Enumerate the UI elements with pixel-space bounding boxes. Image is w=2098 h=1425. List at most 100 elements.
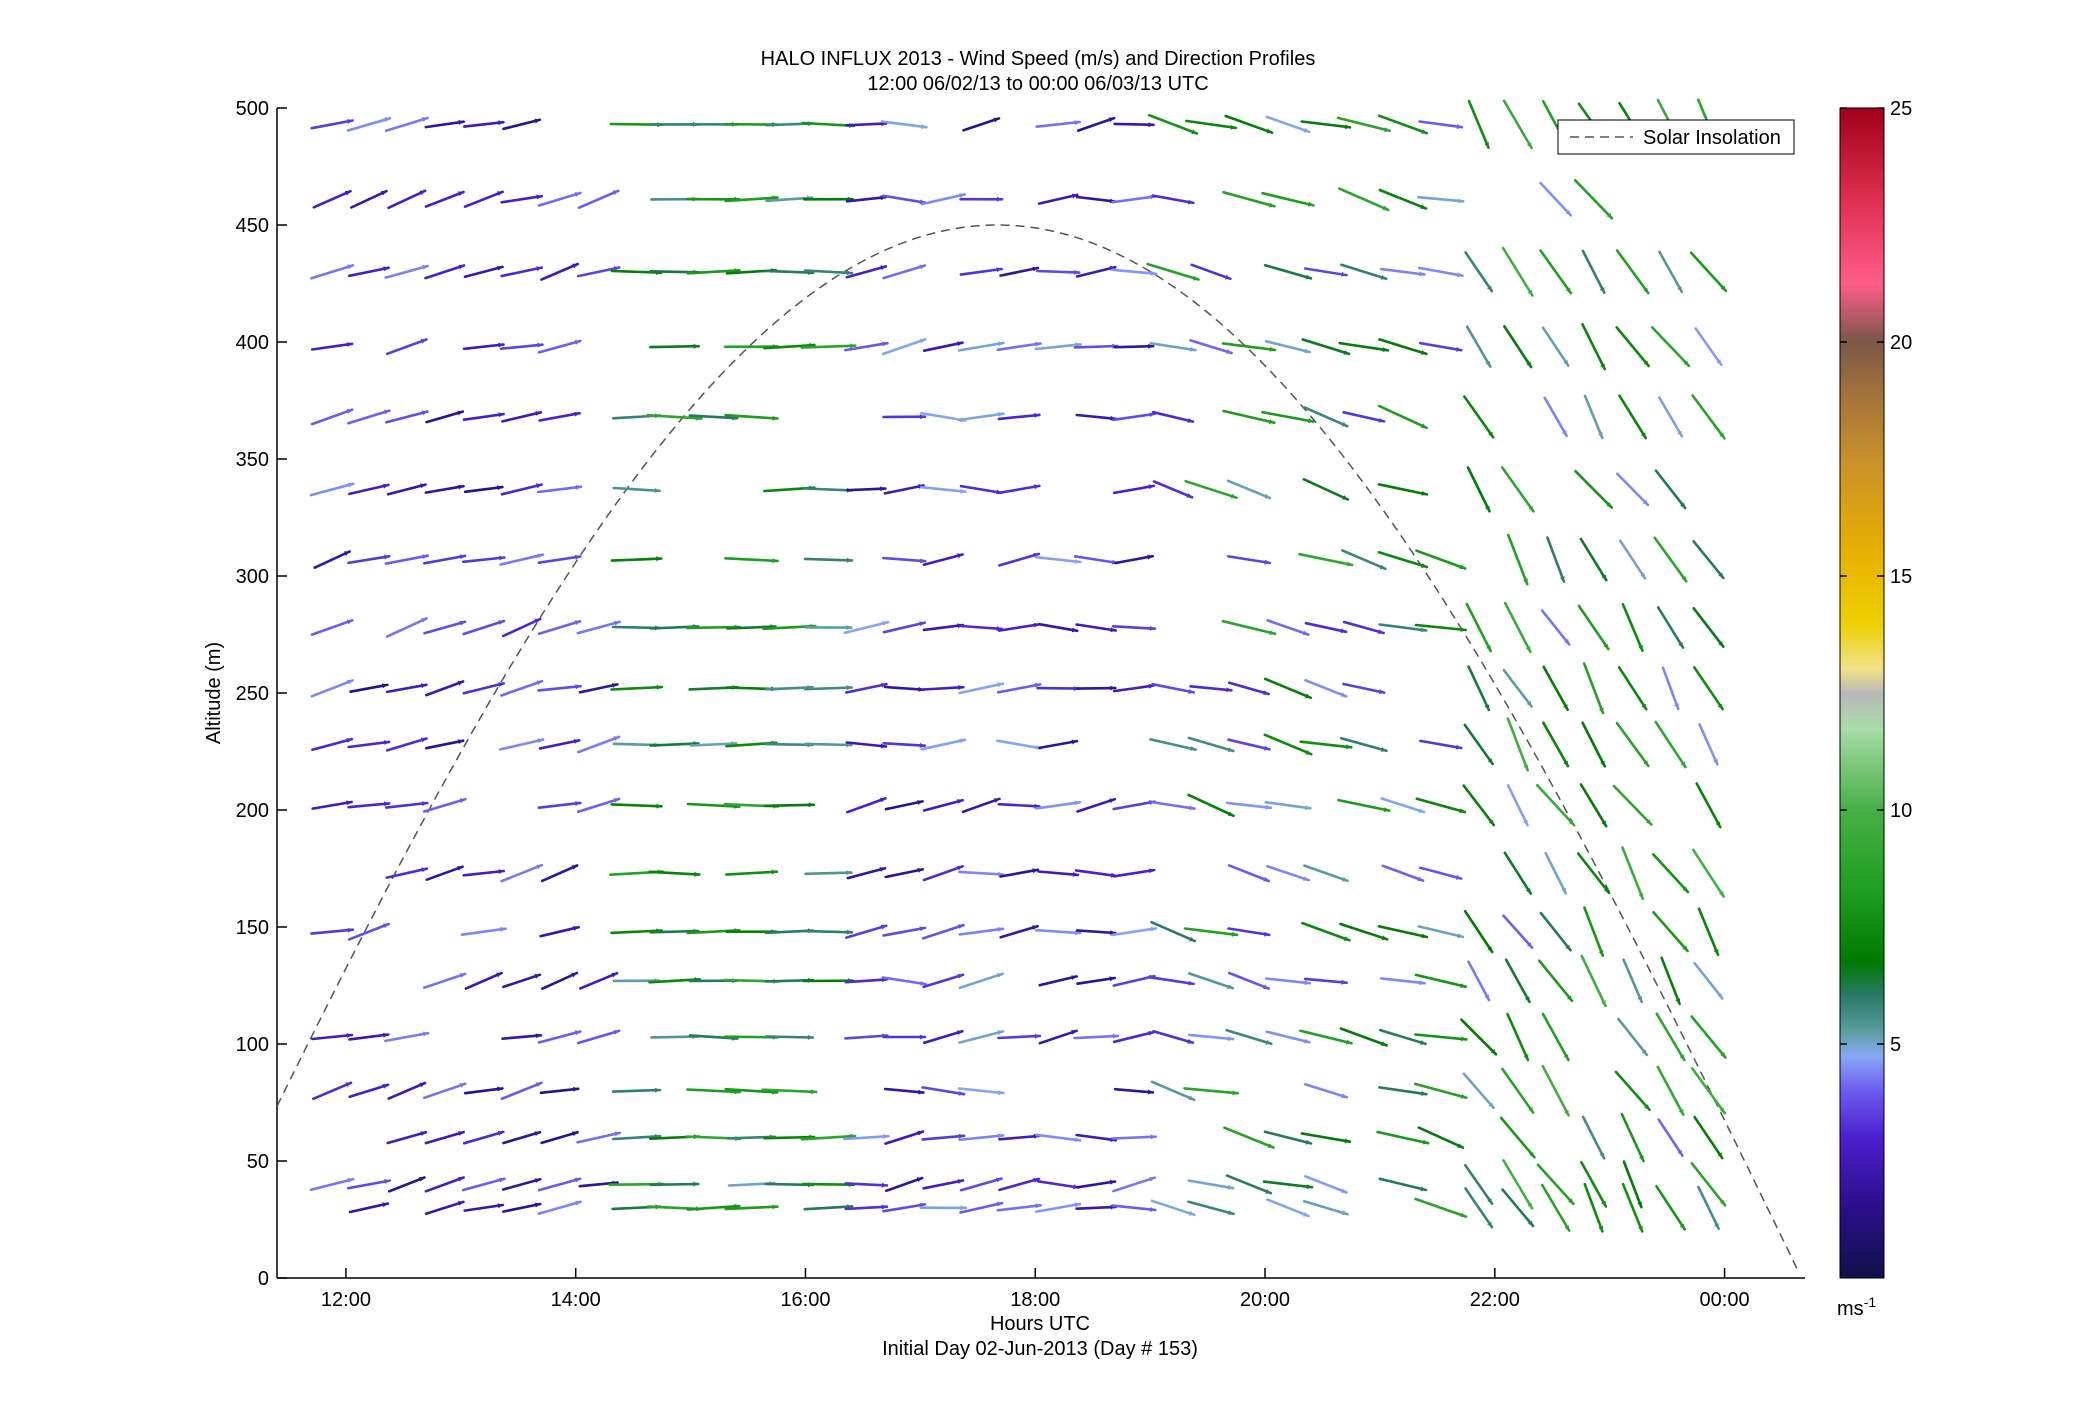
wind-arrow-shaft bbox=[1336, 116, 1391, 133]
wind-arrow-head bbox=[997, 871, 1004, 877]
wind-arrow-head bbox=[1263, 690, 1269, 695]
wind-arrow-head bbox=[1264, 493, 1270, 499]
wind-arrow-head bbox=[1341, 979, 1347, 985]
wind-arrow-shaft bbox=[1689, 251, 1728, 293]
wind-arrow bbox=[1583, 1182, 1604, 1233]
wind-arrow-head bbox=[956, 1030, 963, 1035]
wind-arrow bbox=[463, 190, 504, 208]
wind-arrow-head bbox=[882, 620, 888, 626]
wind-arrow bbox=[844, 1204, 889, 1211]
wind-arrow bbox=[844, 1182, 889, 1188]
wind-arrow bbox=[1614, 1070, 1651, 1111]
wind-arrow bbox=[1462, 784, 1496, 827]
wind-arrow-head bbox=[1033, 1177, 1039, 1183]
wind-arrow-head bbox=[1226, 687, 1232, 693]
wind-arrow-shaft bbox=[1583, 394, 1604, 440]
wind-arrow-head bbox=[1643, 360, 1649, 366]
wind-arrow-shaft bbox=[922, 553, 964, 567]
wind-arrow-shaft bbox=[424, 680, 465, 697]
wind-arrow-head bbox=[881, 1204, 887, 1210]
wind-arrow-shaft bbox=[461, 556, 506, 564]
wind-arrow bbox=[1225, 801, 1273, 810]
wind-arrow bbox=[884, 1176, 924, 1193]
wind-arrow bbox=[1463, 395, 1495, 439]
wind-arrow-head bbox=[1527, 1220, 1534, 1226]
wind-arrow bbox=[384, 116, 429, 133]
wind-arrow bbox=[1380, 797, 1426, 814]
wind-arrow bbox=[610, 556, 663, 562]
wind-arrow-head bbox=[1378, 417, 1384, 423]
wind-arrow-shaft bbox=[883, 1087, 925, 1094]
wind-arrow-head bbox=[1421, 129, 1427, 134]
wind-arrow-shaft bbox=[1303, 977, 1348, 985]
wind-arrow-shaft bbox=[1463, 395, 1495, 439]
wind-arrow-shaft bbox=[882, 741, 927, 748]
wind-arrow-shaft bbox=[1414, 623, 1467, 632]
wind-arrow-shaft bbox=[423, 620, 467, 635]
wind-arrow bbox=[540, 1131, 579, 1145]
wind-arrow-head bbox=[1112, 1033, 1118, 1039]
wind-arrow bbox=[1338, 187, 1390, 212]
wind-arrow-shaft bbox=[1149, 738, 1197, 751]
wind-arrow bbox=[611, 1087, 662, 1093]
wind-arrow-head bbox=[957, 924, 964, 929]
wind-arrow bbox=[1656, 1065, 1685, 1116]
wind-arrow-shaft bbox=[1263, 733, 1313, 756]
wind-arrow-shaft bbox=[1615, 721, 1650, 768]
wind-arrow-shaft bbox=[1502, 1159, 1534, 1210]
wind-arrow bbox=[1506, 1012, 1530, 1062]
wind-arrow-head bbox=[1074, 1202, 1080, 1208]
wind-arrow bbox=[1542, 665, 1569, 712]
wind-arrow bbox=[384, 264, 430, 279]
wind-arrow-shaft bbox=[1417, 925, 1465, 939]
wind-arrow-head bbox=[536, 266, 542, 272]
wind-arrow bbox=[1340, 263, 1388, 281]
wind-arrow bbox=[1112, 1176, 1156, 1193]
wind-arrow bbox=[311, 737, 354, 752]
wind-arrow-shaft bbox=[1075, 265, 1117, 278]
wind-arrow-head bbox=[347, 264, 353, 270]
wind-arrow-shaft bbox=[1149, 341, 1197, 352]
y-tick-label: 300 bbox=[236, 566, 269, 588]
wind-arrow bbox=[1652, 910, 1689, 953]
wind-arrow-head bbox=[957, 341, 963, 347]
wind-arrow bbox=[843, 620, 890, 635]
wind-arrow-head bbox=[1563, 360, 1569, 366]
wind-arrow bbox=[1655, 1012, 1686, 1062]
wind-arrow-head bbox=[1111, 559, 1118, 565]
wind-arrow-head bbox=[1715, 821, 1721, 828]
wind-arrow bbox=[502, 118, 542, 131]
wind-arrow-head bbox=[613, 736, 620, 741]
wind-arrow-shaft bbox=[1657, 1118, 1684, 1157]
wind-arrow-head bbox=[1417, 876, 1423, 882]
wind-arrow-head bbox=[1227, 811, 1234, 816]
wind-arrow bbox=[1616, 472, 1650, 507]
wind-arrow-shaft bbox=[1693, 666, 1724, 711]
wind-arrow-head bbox=[1677, 430, 1682, 437]
wind-arrow-shaft bbox=[538, 739, 581, 750]
wind-arrow-shaft bbox=[1221, 619, 1277, 636]
wind-arrow-head bbox=[457, 866, 463, 871]
wind-arrow-head bbox=[419, 190, 426, 196]
wind-arrow bbox=[500, 483, 543, 496]
wind-arrow-head bbox=[1565, 209, 1571, 216]
wind-arrow-shaft bbox=[462, 120, 505, 128]
wind-arrow-shaft bbox=[763, 803, 816, 808]
wind-arrow bbox=[1417, 195, 1465, 204]
wind-arrow-head bbox=[1419, 271, 1425, 277]
wind-arrow-shaft bbox=[688, 1034, 739, 1040]
wind-arrow-head bbox=[1457, 272, 1463, 278]
wind-arrow bbox=[1035, 928, 1082, 936]
wind-arrow-head bbox=[1601, 1000, 1606, 1006]
wind-arrow-shaft bbox=[1464, 1187, 1494, 1229]
wind-arrow-head bbox=[458, 1176, 464, 1182]
wind-arrow bbox=[1689, 251, 1728, 293]
wind-arrow-shaft bbox=[724, 870, 779, 876]
wind-arrow-shaft bbox=[1339, 1027, 1388, 1047]
wind-arrow bbox=[422, 554, 467, 565]
wind-arrow-shaft bbox=[997, 623, 1041, 632]
wind-arrow bbox=[922, 341, 964, 353]
wind-arrow-shaft bbox=[1185, 119, 1238, 130]
wind-arrow-head bbox=[1033, 552, 1039, 558]
wind-arrow-head bbox=[1720, 285, 1726, 291]
